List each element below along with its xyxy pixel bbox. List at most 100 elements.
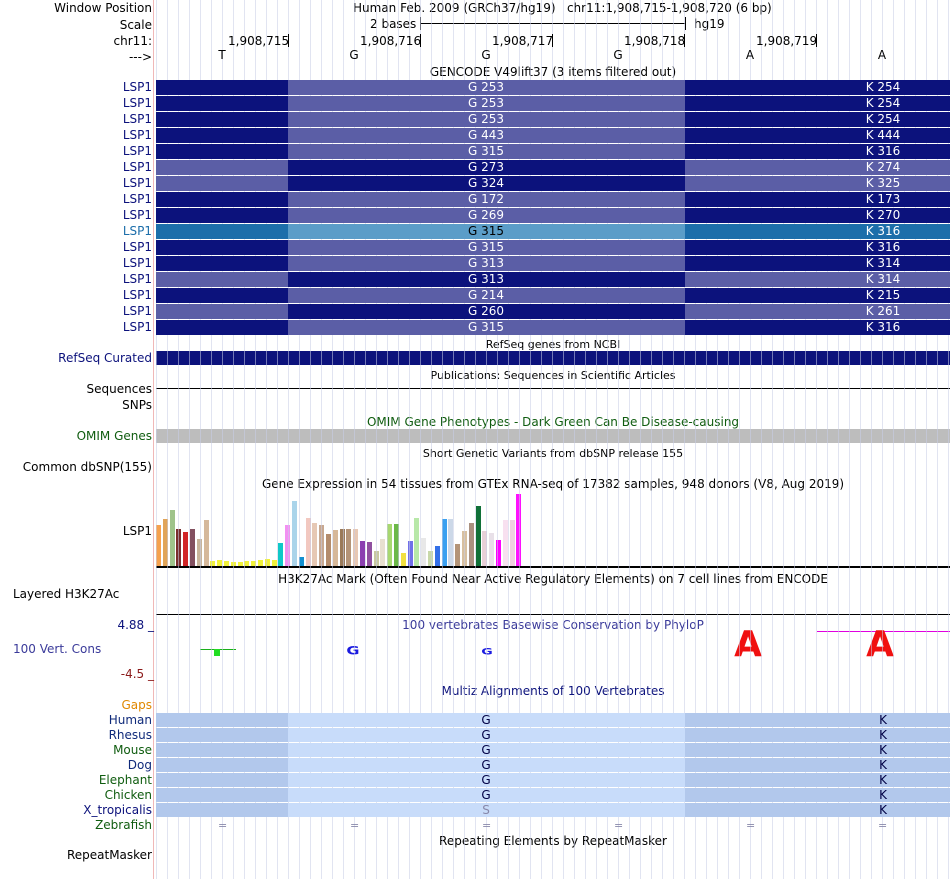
gencode-transcript-row[interactable]: G 324 K 325 — [156, 176, 950, 191]
gtex-bar[interactable] — [394, 524, 399, 566]
dbsnp-label[interactable]: Common dbSNP(155) — [22, 460, 152, 474]
gencode-row-label[interactable]: LSP1 — [122, 272, 152, 286]
gencode-row-label[interactable]: LSP1 — [122, 192, 152, 206]
gtex-bar[interactable] — [326, 534, 331, 566]
gencode-title[interactable]: GENCODE V49lift37 (3 items filtered out) — [429, 65, 677, 79]
omim-bar[interactable] — [156, 429, 950, 443]
gencode-row-label[interactable]: LSP1 — [122, 112, 152, 126]
pubs-label[interactable]: Sequences — [86, 382, 152, 396]
gencode-row-label[interactable]: LSP1 — [122, 288, 152, 302]
gtex-bar[interactable] — [387, 524, 393, 566]
gtex-bar[interactable] — [203, 520, 209, 566]
gtex-bar[interactable] — [176, 529, 182, 566]
gtex-bar[interactable] — [190, 529, 195, 566]
gtex-bar[interactable] — [489, 533, 495, 566]
multiz-species-label[interactable]: Dog — [127, 758, 152, 772]
gencode-row-label[interactable]: LSP1 — [122, 256, 152, 270]
gtex-bar[interactable] — [455, 544, 461, 566]
gencode-row-label[interactable]: LSP1 — [122, 144, 152, 158]
gtex-bar[interactable] — [156, 525, 161, 566]
refseq-gene-bar[interactable] — [156, 351, 950, 365]
gtex-bar[interactable] — [169, 510, 175, 566]
gtex-bar[interactable] — [196, 539, 202, 566]
multiz-species-label[interactable]: Mouse — [113, 743, 152, 757]
gencode-transcript-row[interactable]: G 269 K 270 — [156, 208, 950, 223]
gtex-bar[interactable] — [509, 520, 515, 566]
gencode-transcript-row[interactable]: G 315 K 316 — [156, 224, 950, 239]
gtex-bar[interactable] — [380, 539, 386, 566]
gencode-transcript-row[interactable]: G 214 K 215 — [156, 288, 950, 303]
gencode-row-label[interactable]: LSP1 — [122, 304, 152, 318]
gencode-row-label[interactable]: LSP1 — [122, 80, 152, 94]
gencode-transcript-row[interactable]: G 260 K 261 — [156, 304, 950, 319]
gtex-bar[interactable] — [285, 525, 291, 566]
gtex-bar[interactable] — [482, 531, 488, 566]
gencode-row-label[interactable]: LSP1 — [122, 160, 152, 174]
multiz-species-label[interactable]: Rhesus — [108, 728, 152, 742]
gtex-label[interactable]: LSP1 — [122, 524, 152, 538]
gtex-bar[interactable] — [441, 519, 447, 566]
gtex-bar[interactable] — [502, 520, 508, 566]
gencode-transcript-row[interactable]: G 313 K 314 — [156, 256, 950, 271]
gencode-transcript-row[interactable]: G 253 K 254 — [156, 112, 950, 127]
gtex-bar[interactable] — [298, 557, 304, 566]
multiz-species-label[interactable]: X_tropicalis — [83, 803, 152, 817]
gtex-bar[interactable] — [162, 519, 168, 566]
gtex-bar[interactable] — [366, 542, 372, 566]
gtex-bar[interactable] — [434, 546, 440, 566]
gtex-bar[interactable] — [346, 529, 352, 566]
gtex-bar[interactable] — [339, 529, 345, 566]
zebrafish-label[interactable]: Zebrafish — [95, 818, 152, 832]
gtex-bar[interactable] — [183, 532, 189, 566]
gtex-bar[interactable] — [475, 506, 481, 566]
gtex-bar[interactable] — [414, 518, 420, 566]
multiz-species-label[interactable]: Chicken — [104, 788, 152, 802]
gencode-transcript-row[interactable]: G 253 K 254 — [156, 96, 950, 111]
gencode-row-label[interactable]: LSP1 — [122, 224, 152, 238]
gencode-transcript-row[interactable]: G 443 K 444 — [156, 128, 950, 143]
gaps-label[interactable]: Gaps — [121, 698, 152, 712]
gtex-bar[interactable] — [292, 501, 297, 566]
gtex-bar[interactable] — [319, 525, 325, 566]
h3k27ac-label[interactable]: Layered H3K27Ac — [13, 587, 120, 601]
gtex-bar[interactable] — [407, 541, 413, 566]
repeatmasker-label[interactable]: RepeatMasker — [66, 848, 152, 862]
snps-label[interactable]: SNPs — [122, 398, 152, 412]
gencode-transcript-row[interactable]: G 253 K 254 — [156, 80, 950, 95]
gtex-bar[interactable] — [400, 553, 406, 566]
gtex-bar[interactable] — [468, 523, 474, 566]
gtex-bar[interactable] — [496, 540, 501, 566]
gtex-bar[interactable] — [264, 559, 270, 566]
gtex-bar[interactable] — [278, 543, 284, 566]
gtex-bar[interactable] — [353, 529, 359, 566]
gtex-bar[interactable] — [428, 551, 433, 566]
gencode-transcript-row[interactable]: G 315 K 316 — [156, 144, 950, 159]
gencode-row-label[interactable]: LSP1 — [122, 176, 152, 190]
gencode-transcript-row[interactable]: G 313 K 314 — [156, 272, 950, 287]
multiz-species-label[interactable]: Elephant — [98, 773, 152, 787]
gtex-bar[interactable] — [332, 530, 338, 566]
gencode-row-label[interactable]: LSP1 — [122, 96, 152, 110]
gencode-transcript-row[interactable]: G 315 K 316 — [156, 240, 950, 255]
gtex-chart[interactable] — [156, 492, 536, 566]
gtex-bar[interactable] — [305, 518, 311, 566]
omim-label[interactable]: OMIM Genes — [76, 429, 152, 443]
gtex-bar[interactable] — [360, 541, 365, 566]
gtex-bar[interactable] — [312, 523, 318, 566]
gencode-row-label[interactable]: LSP1 — [122, 240, 152, 254]
gencode-transcript-row[interactable]: G 273 K 274 — [156, 160, 950, 175]
cons-label[interactable]: 100 Vert. Cons — [13, 642, 102, 656]
multiz-species-label[interactable]: Human — [108, 713, 152, 727]
gencode-row-label[interactable]: LSP1 — [122, 320, 152, 334]
gencode-row-label[interactable]: LSP1 — [122, 128, 152, 142]
gtex-bar[interactable] — [373, 551, 379, 566]
refseq-label[interactable]: RefSeq Curated — [58, 351, 152, 365]
gencode-transcript-row[interactable]: G 172 K 173 — [156, 192, 950, 207]
